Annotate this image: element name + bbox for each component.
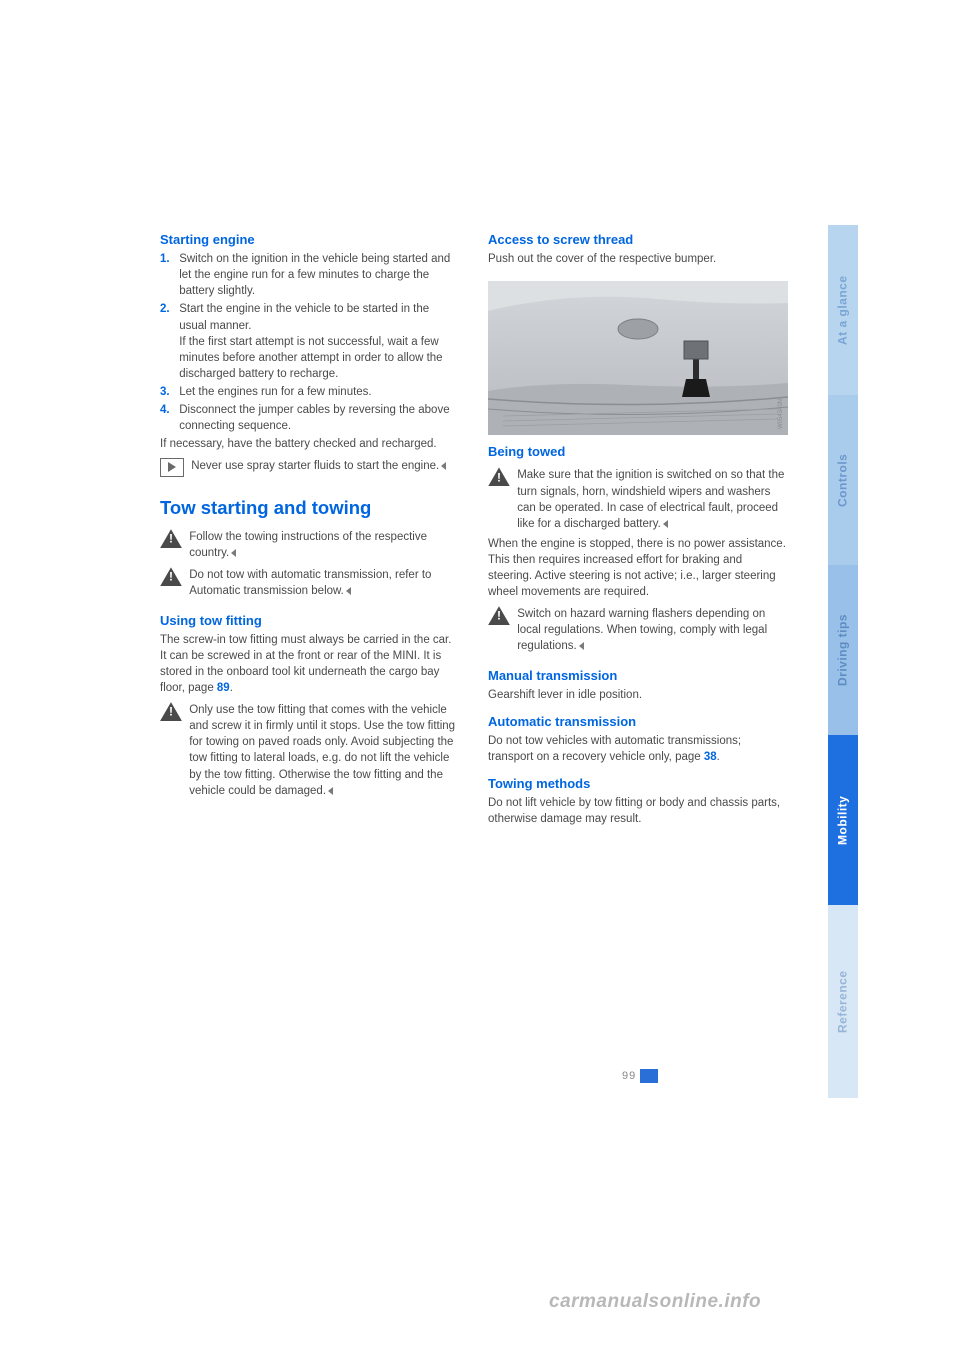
page-number: 99	[622, 1069, 636, 1084]
step-text: Let the engines run for a few minutes.	[179, 384, 457, 400]
warning-text: Switch on hazard warning flashers depend…	[517, 606, 785, 654]
footer-watermark: carmanualsonline.info	[549, 1289, 761, 1316]
using-text: The screw-in tow fitting must always be …	[160, 634, 451, 694]
tab-controls[interactable]: Controls	[828, 395, 858, 565]
towed-body: When the engine is stopped, there is no …	[488, 536, 788, 600]
using-tow-body: The screw-in tow fitting must always be …	[160, 632, 460, 696]
end-mark-icon	[441, 462, 446, 470]
page-xref[interactable]: 38	[704, 751, 717, 763]
tab-at-a-glance[interactable]: At a glance	[828, 225, 858, 395]
heading-using-tow-fitting: Using tow fitting	[160, 612, 460, 630]
auto-body: Do not tow vehicles with automatic trans…	[488, 733, 788, 765]
heading-tow-starting: Tow starting and towing	[160, 495, 460, 521]
end-mark-icon	[328, 787, 333, 795]
warn-inner: Switch on hazard warning flashers depend…	[517, 608, 767, 652]
tip-icon	[160, 458, 184, 477]
right-column: Access to screw thread Push out the cove…	[488, 225, 788, 830]
warning-block: Do not tow with automatic transmission, …	[160, 567, 460, 599]
warning-icon	[488, 467, 510, 486]
end-mark-icon	[346, 587, 351, 595]
warn-inner: Do not tow with automatic transmission, …	[189, 569, 431, 597]
step-2: 2. Start the engine in the vehicle to be…	[160, 301, 460, 381]
step-number: 3.	[160, 384, 176, 400]
step-1: 1. Switch on the ignition in the vehicle…	[160, 251, 460, 299]
section-tabs: At a glance Controls Driving tips Mobili…	[828, 225, 858, 1098]
warning-text: Only use the tow fitting that comes with…	[189, 702, 457, 799]
warning-text: Do not tow with automatic transmission, …	[189, 567, 457, 599]
auto-tail: .	[717, 751, 720, 763]
end-mark-icon	[579, 642, 584, 650]
warning-block: Make sure that the ignition is switched …	[488, 467, 788, 531]
methods-body: Do not lift vehicle by tow fitting or bo…	[488, 795, 788, 827]
step-3: 3. Let the engines run for a few minutes…	[160, 384, 460, 400]
warning-icon	[160, 529, 182, 548]
left-column: Starting engine 1. Switch on the ignitio…	[160, 225, 460, 830]
step-number: 1.	[160, 251, 176, 267]
step-number: 4.	[160, 402, 176, 418]
heading-being-towed: Being towed	[488, 443, 788, 461]
access-body: Push out the cover of the respective bum…	[488, 251, 788, 267]
warn-inner: Make sure that the ignition is switched …	[517, 469, 784, 529]
step-text: Disconnect the jumper cables by reversin…	[179, 402, 457, 434]
warning-text: Make sure that the ignition is switched …	[517, 467, 785, 531]
end-mark-icon	[663, 520, 668, 528]
tab-driving-tips[interactable]: Driving tips	[828, 565, 858, 735]
page-xref[interactable]: 89	[217, 682, 230, 694]
warning-icon	[160, 567, 182, 586]
heading-manual-transmission: Manual transmission	[488, 667, 788, 685]
page-content: Starting engine 1. Switch on the ignitio…	[160, 225, 800, 830]
bumper-illustration: W054340N	[488, 281, 788, 435]
heading-starting-engine: Starting engine	[160, 231, 460, 249]
step-4: 4. Disconnect the jumper cables by rever…	[160, 402, 460, 434]
using-tail: .	[230, 682, 233, 694]
svg-text:W054340N: W054340N	[778, 399, 784, 429]
warning-icon	[160, 702, 182, 721]
step-number: 2.	[160, 301, 176, 317]
tab-reference[interactable]: Reference	[828, 905, 858, 1098]
heading-towing-methods: Towing methods	[488, 775, 788, 793]
warning-block: Only use the tow fitting that comes with…	[160, 702, 460, 799]
after-steps-text: If necessary, have the battery checked a…	[160, 436, 460, 452]
warning-block: Switch on hazard warning flashers depend…	[488, 606, 788, 654]
warning-icon	[488, 606, 510, 625]
warning-text: Follow the towing instructions of the re…	[189, 529, 457, 561]
manual-body: Gearshift lever in idle position.	[488, 687, 788, 703]
tip-text: Never use spray starter fluids to start …	[191, 458, 459, 474]
warn-inner: Only use the tow fitting that comes with…	[189, 704, 455, 796]
warn-inner: Follow the towing instructions of the re…	[189, 531, 427, 559]
heading-automatic-transmission: Automatic transmission	[488, 713, 788, 731]
end-mark-icon	[231, 549, 236, 557]
page-number-marker	[640, 1069, 658, 1083]
tip-block: Never use spray starter fluids to start …	[160, 458, 460, 477]
tip-inner: Never use spray starter fluids to start …	[191, 460, 439, 472]
tab-mobility[interactable]: Mobility	[828, 735, 858, 905]
warning-block: Follow the towing instructions of the re…	[160, 529, 460, 561]
heading-access-screw-thread: Access to screw thread	[488, 231, 788, 249]
step-text: Start the engine in the vehicle to be st…	[179, 301, 457, 381]
figure-bumper-tow-fitting: W054340N	[488, 281, 788, 435]
step-text: Switch on the ignition in the vehicle be…	[179, 251, 457, 299]
